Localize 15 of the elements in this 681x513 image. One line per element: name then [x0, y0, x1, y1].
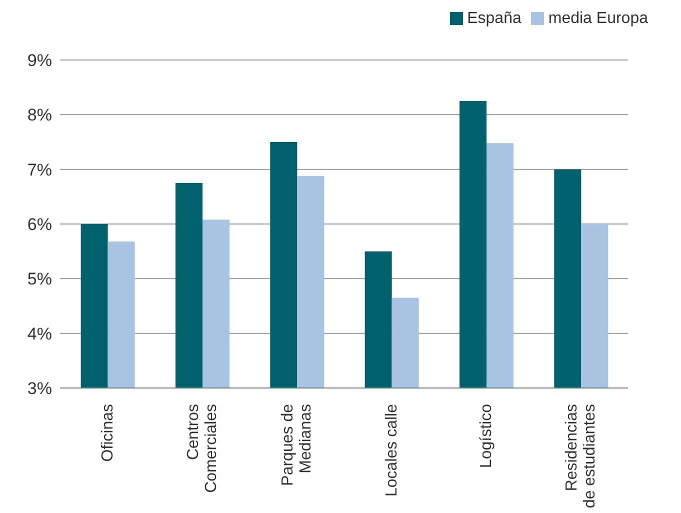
x-tick-label: Oficinas [99, 404, 116, 462]
legend-label: España [467, 10, 522, 27]
x-tick-label: Parques de Medianas [280, 404, 315, 486]
x-tick-label: Residencias de estudiantes [564, 404, 599, 508]
x-tick-label: Locales calle [383, 404, 400, 496]
y-tick-label: 3% [27, 379, 52, 398]
y-tick-label: 8% [27, 106, 52, 125]
y-tick-label: 7% [27, 160, 52, 180]
y-tick-label: 5% [27, 270, 52, 289]
y-tick-label: 6% [27, 215, 52, 234]
y-tick-label: 9% [27, 51, 52, 70]
x-tick-label: Logístico [478, 404, 495, 468]
x-tick-label: Centros Comerciales [185, 404, 220, 493]
legend-label: media Europa [548, 10, 648, 27]
y-tick-label: 4% [27, 324, 52, 344]
